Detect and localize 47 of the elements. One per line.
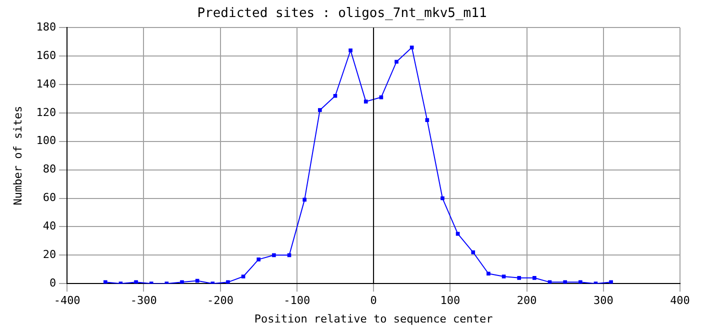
x-tick-label: -100: [284, 294, 310, 308]
point: [226, 280, 230, 284]
point: [333, 94, 338, 98]
point: [440, 196, 444, 200]
y-tick-label: 60: [42, 191, 56, 204]
point: [364, 100, 368, 104]
point: [103, 280, 108, 284]
x-tick-label: 400: [670, 294, 690, 308]
y-tick-label: 140: [36, 77, 56, 90]
y-tick-label: 0: [49, 276, 56, 290]
y-tick-label: 100: [36, 134, 56, 148]
point: [410, 46, 414, 50]
point: [486, 272, 490, 276]
x-axis-title: Position relative to sequence center: [254, 312, 494, 326]
x-tick-label: -400: [54, 294, 80, 308]
point: [532, 276, 536, 280]
y-tick-label: 80: [42, 162, 56, 176]
point: [502, 274, 506, 278]
point: [471, 250, 476, 254]
x-tick-label: 100: [440, 294, 460, 308]
y-tick-label: 40: [42, 220, 56, 233]
point: [272, 253, 276, 258]
point: [180, 280, 184, 284]
point: [241, 274, 246, 278]
point: [578, 280, 582, 284]
y-axis-title: Number of sites: [11, 106, 24, 206]
y-tick-label: 180: [36, 20, 56, 34]
point: [394, 60, 398, 64]
y-tick-label: 160: [36, 48, 56, 62]
point: [287, 253, 292, 258]
point: [348, 48, 352, 52]
point: [609, 280, 613, 284]
y-tick-label: 20: [42, 248, 56, 262]
x-tick-label: 0: [370, 294, 377, 308]
x-tick-label: 200: [516, 294, 537, 308]
y-tick-label: 120: [36, 106, 56, 119]
point: [256, 258, 261, 262]
point: [517, 276, 522, 280]
point: [134, 280, 138, 284]
x-tick-label: -200: [207, 294, 234, 308]
point: [563, 280, 567, 284]
x-tick-label: -300: [130, 294, 157, 308]
x-tick-label: 300: [593, 294, 614, 308]
point: [302, 198, 306, 202]
point: [318, 108, 322, 112]
chart-title: Predicted sites : oligos_7nt_mkv5_m11: [197, 6, 487, 22]
point: [425, 118, 430, 122]
